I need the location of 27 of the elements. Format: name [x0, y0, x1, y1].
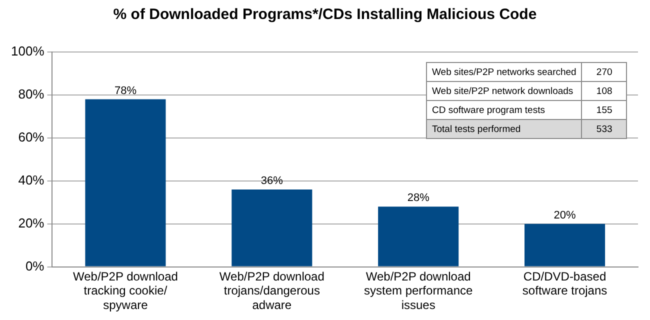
annotation: 270	[582, 62, 627, 82]
y-tick-label: 20%	[18, 215, 45, 230]
data-label: 20%	[554, 209, 576, 222]
bar	[85, 99, 166, 266]
y-tick-label: 60%	[18, 130, 45, 144]
y-tick-label: 80%	[18, 86, 45, 102]
x-tick-label: Web/P2P download system performance issues	[364, 269, 474, 312]
annotation: 155	[582, 100, 627, 120]
data-label: 36%	[260, 175, 284, 188]
annotation: CD software program tests	[426, 100, 582, 120]
bar	[524, 224, 606, 266]
y-tick-label: 0%	[25, 258, 45, 274]
data-label: 28%	[407, 192, 430, 204]
y-tick-label: 40%	[18, 172, 45, 188]
annotation: Web site/P2P network downloads	[426, 82, 582, 100]
x-tick-label: Web/P2P download tracking cookie/ spyware	[72, 269, 178, 312]
x-tick-label: CD/DVD-based software trojans	[522, 269, 608, 298]
y-tick-label: 100%	[11, 44, 45, 59]
data-label: 78%	[114, 84, 137, 97]
bar	[378, 206, 459, 266]
bar	[232, 189, 312, 266]
chart-title: % of Downloaded Programs*/CDs Installing Malicious Code	[112, 6, 538, 23]
annotation: Web sites/P2P networks searched	[426, 62, 582, 82]
x-tick-label: Web/P2P download trojans/dangerous adware	[219, 269, 324, 312]
annotation: Total tests performed	[426, 120, 582, 138]
annotation: 533	[582, 120, 627, 138]
annotation: 108	[582, 82, 627, 100]
